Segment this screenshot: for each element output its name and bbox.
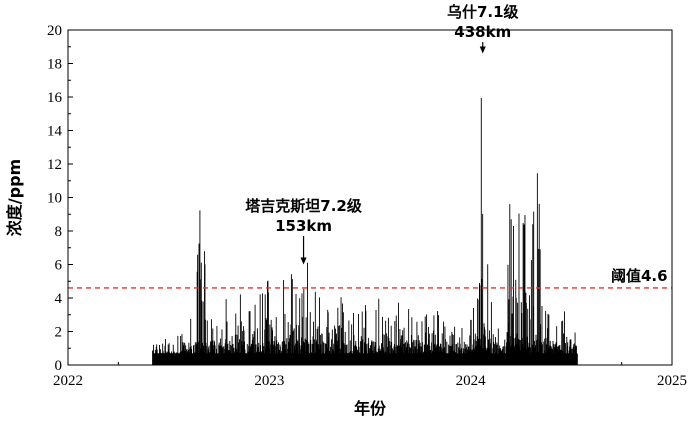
- y-tick-label: 20: [47, 23, 62, 39]
- y-tick-label: 12: [47, 157, 62, 173]
- y-axis-title: 浓度/ppm: [5, 159, 24, 236]
- plot-frame: [67, 29, 673, 366]
- y-tick-label: 8: [55, 224, 63, 240]
- annotation-wushi: 乌什7.1级 438km: [447, 3, 520, 54]
- x-axis: 2022 2023 2024 2025: [53, 360, 687, 389]
- bar-base: [152, 353, 578, 365]
- threshold-label: 阈值4.6: [611, 267, 668, 285]
- y-tick-label: 10: [47, 191, 62, 207]
- annotation-wushi-line2: 438km: [454, 23, 511, 41]
- x-axis-title: 年份: [354, 399, 387, 418]
- y-axis: 0 2 4 6 8 10 12 14 16 18 20: [47, 23, 73, 374]
- y-tick-label: 18: [47, 57, 62, 73]
- y-tick-label: 6: [55, 258, 63, 274]
- annotation-wushi-line1: 乌什7.1级: [447, 3, 520, 21]
- x-tick-label: 2024: [456, 373, 487, 389]
- annotation-tajikistan-arrowhead: [300, 257, 307, 265]
- y-tick-label: 16: [47, 90, 63, 106]
- annotation-tajikistan-line2: 153km: [275, 217, 332, 235]
- annotation-wushi-arrowhead: [479, 46, 486, 54]
- y-tick-label: 0: [55, 358, 63, 374]
- annotation-tajikistan-line1: 塔吉克斯坦7.2级: [245, 197, 363, 215]
- x-tick-label: 2025: [657, 373, 687, 389]
- concentration-bars: [152, 98, 578, 365]
- y-tick-label: 4: [55, 291, 63, 307]
- x-tick-label: 2023: [254, 373, 284, 389]
- x-tick-label: 2022: [53, 373, 83, 389]
- y-tick-label: 2: [55, 325, 63, 341]
- annotation-tajikistan: 塔吉克斯坦7.2级 153km: [245, 197, 363, 265]
- y-tick-label: 14: [47, 124, 63, 140]
